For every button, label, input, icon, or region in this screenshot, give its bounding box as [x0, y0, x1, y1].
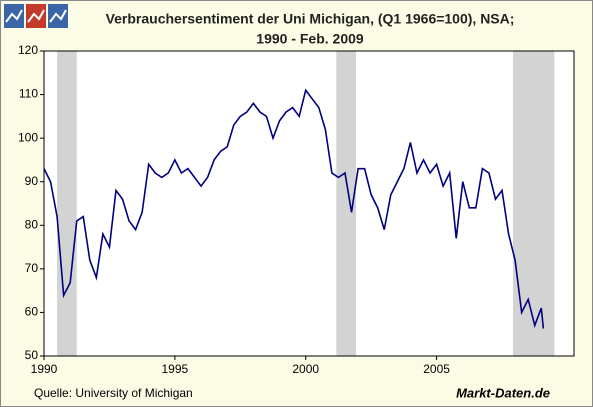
x-tick-label: 1990: [31, 362, 58, 376]
brand: Markt-Daten.de: [456, 385, 550, 400]
plot-area: [44, 51, 574, 356]
x-tick-label: 1995: [162, 362, 189, 376]
plot-border: [43, 50, 575, 357]
source: Quelle: University of Michigan: [34, 386, 193, 400]
y-tick-label: 90: [25, 174, 39, 188]
y-tick-label: 60: [25, 305, 39, 319]
y-tick-label: 100: [18, 130, 38, 144]
x-tick-label: 2000: [292, 362, 319, 376]
chart-subtitle: 1990 - Feb. 2009: [256, 31, 364, 47]
line-series: [43, 88, 545, 329]
y-tick-label: 70: [25, 261, 39, 275]
x-tick-label: 2005: [423, 362, 450, 376]
recession-band: [513, 51, 555, 356]
y-tick-label: 110: [19, 87, 38, 101]
recession-band: [57, 51, 77, 356]
chart-title: Verbrauchersentiment der Uni Michigan, (…: [106, 11, 515, 27]
y-tick-label: 120: [18, 43, 38, 57]
y-tick-label: 80: [25, 217, 39, 231]
recession-band: [336, 51, 356, 356]
logo: [4, 4, 68, 28]
y-tick-label: 50: [25, 348, 39, 362]
